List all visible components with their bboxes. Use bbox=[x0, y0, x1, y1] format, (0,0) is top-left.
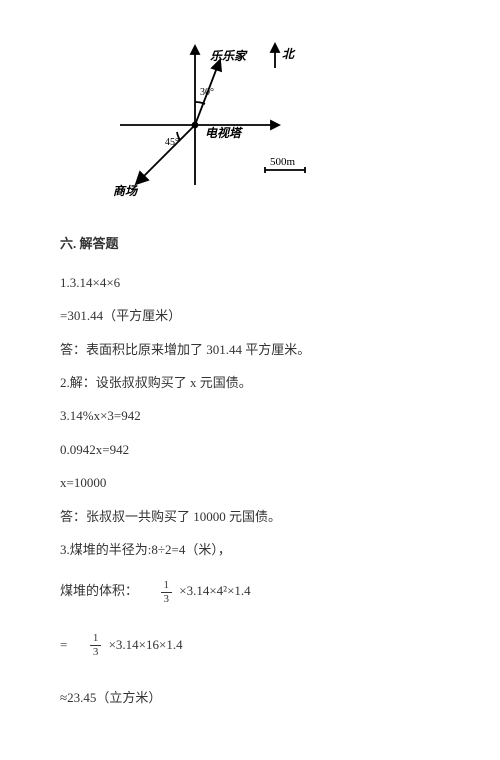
label-top: 乐乐家 bbox=[210, 49, 248, 63]
direction-diagram: 乐乐家 北 30° 电视塔 45° 商场 500m bbox=[110, 40, 440, 207]
q3-eq: = bbox=[60, 637, 67, 652]
label-right: 电视塔 bbox=[205, 126, 243, 140]
frac-num: 1 bbox=[161, 580, 173, 593]
frac-den: 3 bbox=[161, 593, 173, 605]
q2-line4: x=10000 bbox=[60, 471, 440, 494]
q3-expr1: ×3.14×4²×1.4 bbox=[179, 583, 250, 598]
label-north: 北 bbox=[282, 47, 296, 61]
q3-expr2: ×3.14×16×1.4 bbox=[109, 637, 183, 652]
q3-eq-line: = 1 3 ×3.14×16×1.4 bbox=[60, 633, 440, 659]
label-angle-top: 30° bbox=[200, 87, 214, 98]
q3-line1: 3.煤堆的半径为:8÷2=4（米）， bbox=[60, 538, 440, 561]
label-bottom-left: 商场 bbox=[113, 184, 139, 198]
q2-answer: 答：张叔叔一共购买了 10000 元国债。 bbox=[60, 505, 440, 528]
q3-volume-line: 煤堆的体积： 1 3 ×3.14×4²×1.4 bbox=[60, 579, 440, 605]
frac-den-b: 3 bbox=[90, 646, 102, 658]
q3-result: ≈23.45（立方米） bbox=[60, 686, 440, 709]
q2-line2: 3.14%x×3=942 bbox=[60, 404, 440, 427]
label-scale: 500m bbox=[270, 156, 296, 168]
q2-line1: 2.解：设张叔叔购买了 x 元国债。 bbox=[60, 371, 440, 394]
label-angle-bottom: 45° bbox=[165, 137, 179, 148]
q1-line2: =301.44（平方厘米） bbox=[60, 304, 440, 327]
q3-vol-label: 煤堆的体积： bbox=[60, 583, 138, 598]
q2-line3: 0.0942x=942 bbox=[60, 438, 440, 461]
section-title: 六. 解答题 bbox=[60, 232, 440, 255]
fraction-1-3-b: 1 3 bbox=[90, 633, 102, 658]
fraction-1-3: 1 3 bbox=[161, 580, 173, 605]
q1-answer: 答：表面积比原来增加了 301.44 平方厘米。 bbox=[60, 338, 440, 361]
q1-line1: 1.3.14×4×6 bbox=[60, 271, 440, 294]
frac-num-b: 1 bbox=[90, 633, 102, 646]
